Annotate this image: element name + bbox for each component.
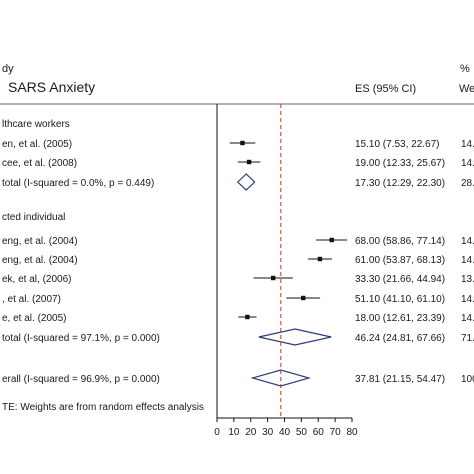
subtotal-es-ci-value: 17.30 (12.29, 22.30) bbox=[355, 178, 445, 189]
weight-value: 14. bbox=[461, 294, 474, 305]
x-tick-label: 0 bbox=[214, 427, 220, 438]
point-estimate bbox=[270, 275, 276, 281]
plot-title: SARS Anxiety bbox=[8, 79, 95, 95]
x-tick-label: 20 bbox=[245, 427, 257, 438]
study-label: en, et al. (2005) bbox=[2, 139, 72, 150]
x-tick-label: 10 bbox=[228, 427, 240, 438]
percent-column-header: % bbox=[460, 63, 470, 75]
subtotal-weight-value: 71. bbox=[461, 333, 474, 344]
footnote: TE: Weights are from random effects anal… bbox=[2, 402, 204, 413]
point-estimate bbox=[329, 237, 334, 243]
es-ci-value: 68.00 (58.86, 77.14) bbox=[355, 236, 445, 247]
weight-column-header: We bbox=[459, 83, 474, 95]
subtotal-es-ci-value: 46.24 (24.81, 67.66) bbox=[355, 333, 445, 344]
es-ci-value: 33.30 (21.66, 44.94) bbox=[355, 274, 445, 285]
group-heading: lthcare workers bbox=[2, 119, 70, 130]
overall-es-ci-value: 37.81 (21.15, 54.47) bbox=[355, 374, 445, 385]
es-ci-value: 51.10 (41.10, 61.10) bbox=[355, 294, 445, 305]
x-tick-label: 30 bbox=[262, 427, 274, 438]
weight-value: 14. bbox=[461, 139, 474, 150]
point-estimate bbox=[245, 314, 250, 320]
es-ci-value: 18.00 (12.61, 23.39) bbox=[355, 313, 445, 324]
weight-value: 14. bbox=[461, 158, 474, 169]
study-column-header: dy bbox=[2, 63, 14, 75]
subtotal-weight-value: 28. bbox=[461, 178, 474, 189]
subtotal-diamond bbox=[258, 328, 332, 346]
study-label: e, et al. (2005) bbox=[2, 313, 66, 324]
es-ci-value: 19.00 (12.33, 25.67) bbox=[355, 158, 445, 169]
point-estimate bbox=[240, 140, 245, 146]
subtotal-diamond bbox=[236, 173, 256, 191]
x-tick-label: 40 bbox=[279, 427, 291, 438]
point-estimate bbox=[301, 295, 306, 301]
es-ci-value: 61.00 (53.87, 68.13) bbox=[355, 255, 445, 266]
point-estimate bbox=[246, 159, 252, 165]
subtotal-label: total (I-squared = 97.1%, p = 0.000) bbox=[2, 333, 160, 344]
x-tick-label: 70 bbox=[330, 427, 342, 438]
study-label: ek, et al, (2006) bbox=[2, 274, 71, 285]
weight-value: 14. bbox=[461, 255, 474, 266]
study-label: eng, et al. (2004) bbox=[2, 255, 78, 266]
point-estimate bbox=[317, 256, 323, 262]
weight-value: 14. bbox=[461, 313, 474, 324]
weight-value: 13. bbox=[461, 274, 474, 285]
group-heading: cted individual bbox=[2, 212, 65, 223]
es-column-header: ES (95% CI) bbox=[355, 83, 416, 95]
overall-label: erall (I-squared = 96.9%, p = 0.000) bbox=[2, 374, 160, 385]
study-label: , et al. (2007) bbox=[2, 294, 61, 305]
study-label: cee, et al. (2008) bbox=[2, 158, 77, 169]
x-tick-label: 80 bbox=[346, 427, 358, 438]
weight-value: 14. bbox=[461, 236, 474, 247]
study-label: eng, et al. (2004) bbox=[2, 236, 78, 247]
x-tick-label: 50 bbox=[296, 427, 308, 438]
overall-weight-value: 100 bbox=[461, 374, 474, 385]
x-tick-label: 60 bbox=[313, 427, 325, 438]
subtotal-label: total (I-squared = 0.0%, p = 0.449) bbox=[2, 178, 154, 189]
es-ci-value: 15.10 (7.53, 22.67) bbox=[355, 139, 440, 150]
